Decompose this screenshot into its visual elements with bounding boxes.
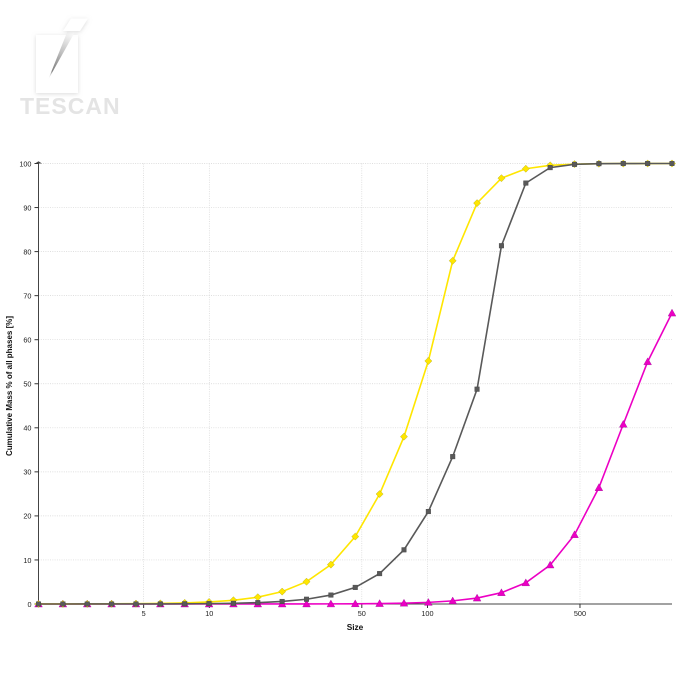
svg-text:Cumulative Mass % of all phase: Cumulative Mass % of all phases [%]	[5, 316, 14, 456]
svg-text:100: 100	[421, 609, 433, 618]
svg-text:50: 50	[23, 380, 31, 389]
svg-text:50: 50	[358, 609, 366, 618]
svg-text:500: 500	[574, 609, 586, 618]
svg-text:0: 0	[27, 600, 31, 609]
svg-text:20: 20	[23, 512, 31, 521]
svg-text:80: 80	[23, 247, 31, 256]
svg-text:40: 40	[23, 424, 31, 433]
svg-text:5: 5	[142, 609, 146, 618]
svg-text:60: 60	[23, 336, 31, 345]
svg-text:30: 30	[23, 468, 31, 477]
svg-text:70: 70	[23, 291, 31, 300]
svg-text:90: 90	[23, 203, 31, 212]
svg-text:100: 100	[19, 159, 31, 168]
svg-text:10: 10	[205, 609, 213, 618]
svg-text:Size: Size	[347, 622, 364, 632]
svg-text:10: 10	[23, 556, 31, 565]
